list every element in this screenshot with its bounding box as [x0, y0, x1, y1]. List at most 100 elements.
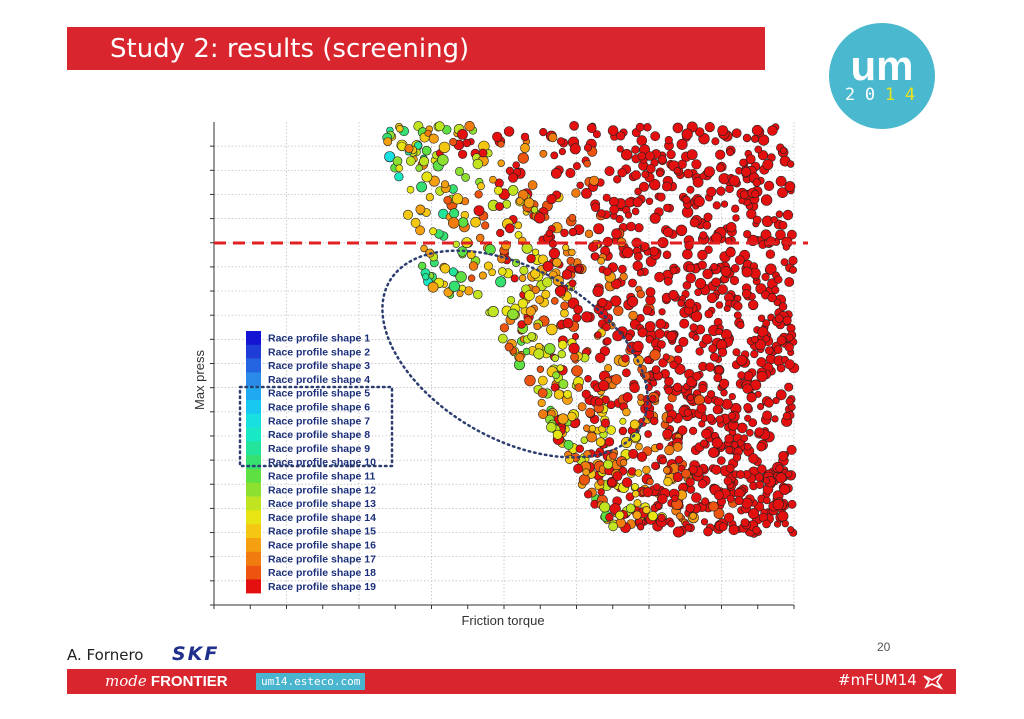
data-point	[767, 293, 777, 303]
data-point	[517, 320, 526, 329]
data-point	[577, 402, 587, 412]
data-point	[731, 204, 740, 213]
logo-year-digit-3: 1	[885, 85, 895, 105]
data-point	[762, 335, 770, 343]
data-point	[632, 260, 643, 272]
author-name: A. Fornero	[67, 646, 144, 664]
data-point	[717, 347, 728, 357]
legend-swatch	[246, 344, 261, 359]
data-point	[682, 249, 693, 260]
data-point	[622, 368, 631, 378]
data-point	[706, 186, 717, 197]
data-point	[572, 313, 582, 323]
data-point	[684, 298, 695, 309]
data-point	[679, 318, 690, 329]
data-point	[557, 340, 568, 350]
data-point	[611, 228, 622, 239]
data-point	[654, 271, 665, 283]
data-point	[631, 145, 640, 154]
data-point	[694, 127, 705, 137]
data-point	[704, 309, 714, 319]
data-point	[552, 429, 563, 440]
data-point	[681, 128, 693, 140]
data-point	[631, 170, 641, 180]
data-point	[711, 464, 722, 475]
legend-label: Race profile shape 8	[268, 429, 370, 441]
data-point	[627, 467, 637, 476]
data-point	[757, 150, 769, 161]
data-point	[702, 268, 714, 280]
legend-label: Race profile shape 19	[268, 581, 376, 593]
data-point	[741, 166, 752, 177]
data-point	[560, 301, 569, 311]
data-point	[636, 290, 645, 299]
data-point	[443, 195, 453, 205]
data-point	[728, 175, 741, 187]
data-point	[392, 156, 403, 166]
data-point	[756, 442, 766, 452]
data-point	[643, 356, 652, 365]
data-point	[632, 197, 643, 208]
data-point	[455, 271, 467, 283]
data-point	[489, 175, 497, 184]
data-point	[650, 379, 658, 387]
data-point	[520, 132, 530, 142]
data-point	[604, 437, 615, 447]
legend-label: Race profile shape 5	[268, 388, 370, 400]
data-point	[656, 169, 664, 178]
data-point	[478, 271, 487, 280]
data-point	[548, 247, 561, 259]
data-point	[624, 211, 633, 219]
data-point	[778, 450, 788, 461]
data-point	[711, 277, 721, 288]
legend-label: Race profile shape 12	[268, 484, 376, 496]
data-point	[525, 306, 536, 317]
data-point	[519, 265, 529, 275]
legend-label: Race profile shape 3	[268, 360, 370, 372]
data-point	[622, 392, 633, 403]
data-point	[402, 209, 413, 220]
data-point	[699, 172, 707, 180]
data-point	[763, 180, 775, 191]
data-point	[663, 203, 672, 212]
data-point	[701, 428, 712, 439]
legend-swatch	[246, 496, 261, 511]
data-point	[458, 217, 469, 228]
data-point	[477, 182, 485, 191]
data-point	[616, 145, 624, 153]
data-point	[716, 186, 726, 196]
highlight-ellipse	[381, 249, 649, 459]
data-point	[750, 335, 759, 344]
data-point	[575, 265, 583, 273]
data-point	[787, 229, 797, 240]
data-point	[539, 149, 548, 158]
data-point	[666, 149, 676, 160]
data-point	[669, 266, 678, 275]
data-point	[756, 403, 765, 411]
data-point	[676, 512, 684, 520]
data-point	[523, 197, 535, 209]
data-point	[727, 411, 736, 420]
data-point	[740, 434, 749, 443]
data-point	[568, 248, 576, 257]
data-point	[552, 371, 560, 380]
data-point	[429, 227, 437, 236]
data-point	[597, 209, 606, 218]
data-point	[590, 202, 601, 212]
data-point	[787, 526, 795, 534]
data-point	[672, 441, 683, 452]
data-point	[421, 145, 432, 156]
data-point	[616, 131, 626, 141]
data-point	[770, 216, 778, 224]
data-point	[574, 383, 584, 392]
url-badge[interactable]: um14.esteco.com	[256, 673, 366, 690]
data-point	[663, 276, 673, 286]
data-point	[448, 217, 460, 229]
data-point	[694, 277, 706, 289]
data-point	[708, 501, 719, 512]
data-point	[565, 168, 576, 179]
data-point	[643, 123, 652, 132]
data-point	[776, 363, 786, 373]
data-point	[642, 505, 651, 514]
